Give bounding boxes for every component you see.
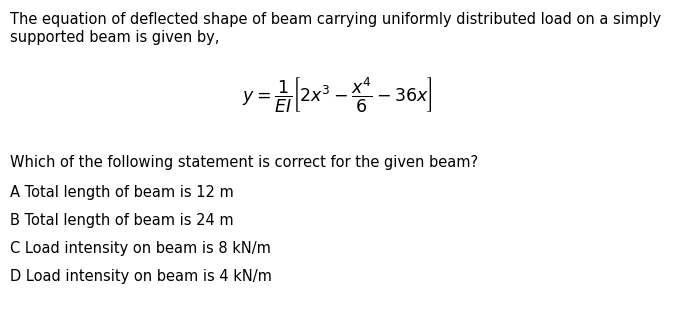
Text: $y = \dfrac{1}{EI}\left[2x^3 - \dfrac{x^4}{6} - 36x\right]$: $y = \dfrac{1}{EI}\left[2x^3 - \dfrac{x^…	[242, 75, 432, 114]
Text: The equation of deflected shape of beam carrying uniformly distributed load on a: The equation of deflected shape of beam …	[10, 12, 661, 27]
Text: A Total length of beam is 12 m: A Total length of beam is 12 m	[10, 185, 234, 200]
Text: Which of the following statement is correct for the given beam?: Which of the following statement is corr…	[10, 155, 478, 170]
Text: D Load intensity on beam is 4 kN/m: D Load intensity on beam is 4 kN/m	[10, 269, 272, 284]
Text: B Total length of beam is 24 m: B Total length of beam is 24 m	[10, 213, 234, 228]
Text: supported beam is given by,: supported beam is given by,	[10, 30, 219, 45]
Text: C Load intensity on beam is 8 kN/m: C Load intensity on beam is 8 kN/m	[10, 241, 271, 256]
